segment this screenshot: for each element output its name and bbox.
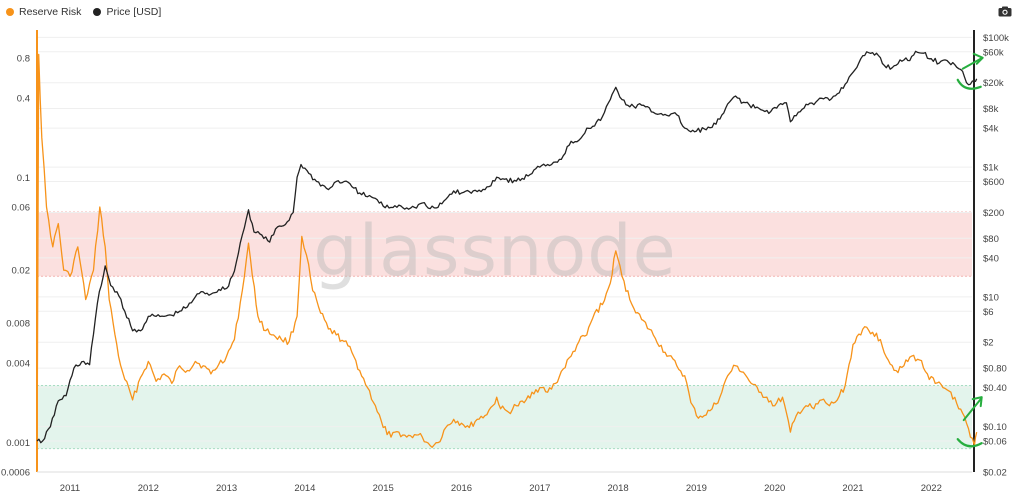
- x-tick-label: 2018: [608, 483, 629, 494]
- left-tick-label: 0.06: [12, 202, 31, 213]
- legend-label-price: Price [USD]: [106, 6, 162, 18]
- left-tick-label: 0.1: [17, 173, 30, 184]
- series-lines: [36, 50, 978, 449]
- right-tick-label: $0.80: [983, 364, 1007, 375]
- x-tick-label: 2021: [842, 483, 863, 494]
- right-tick-label: $20k: [983, 78, 1004, 89]
- left-tick-label: 0.02: [12, 266, 31, 277]
- price-line: [36, 50, 978, 444]
- left-tick-label: 0.001: [6, 438, 30, 449]
- x-tick-label: 2017: [529, 483, 550, 494]
- right-tick-label: $40: [983, 253, 999, 264]
- green-band: [37, 385, 972, 449]
- x-tick-label: 2015: [373, 483, 394, 494]
- legend-item-reserve-risk[interactable]: Reserve Risk: [6, 6, 81, 18]
- x-tick-label: 2011: [60, 483, 80, 494]
- right-tick-label: $0.06: [983, 437, 1007, 448]
- right-tick-label: $4k: [983, 124, 999, 135]
- x-tick-label: 2022: [921, 483, 942, 494]
- right-tick-label: $0.02: [983, 468, 1007, 479]
- right-tick-label: $600: [983, 177, 1004, 188]
- right-tick-label: $0.40: [983, 383, 1007, 394]
- left-tick-label: 0.4: [17, 93, 30, 104]
- right-tick-label: $2: [983, 338, 994, 349]
- right-tick-label: $0.10: [983, 422, 1007, 433]
- right-tick-label: $100k: [983, 33, 1009, 44]
- left-tick-label: 0.008: [6, 318, 30, 329]
- x-tick-label: 2014: [294, 483, 315, 494]
- grid: [37, 36, 972, 473]
- right-tick-label: $80: [983, 234, 999, 245]
- legend-item-price[interactable]: Price [USD]: [93, 6, 161, 18]
- right-tick-label: $8k: [983, 104, 999, 115]
- green-up-arrow-price-head: [972, 52, 984, 65]
- x-tick-label: 2020: [764, 483, 785, 494]
- reserve-risk-dot-icon: [6, 8, 14, 16]
- watermark: glassnode: [313, 210, 676, 292]
- legend: Reserve Risk Price [USD]: [6, 4, 161, 20]
- x-tick-label: 2016: [451, 483, 472, 494]
- price-dot-icon: [93, 8, 102, 16]
- x-tick-label: 2013: [216, 483, 237, 494]
- left-tick-label: 0.8: [17, 53, 30, 64]
- bands: [37, 211, 972, 450]
- right-tick-label: $60k: [983, 47, 1004, 58]
- left-tick-label: 0.004: [6, 358, 30, 369]
- green-up-arrow-risk-head: [971, 396, 983, 408]
- right-tick-label: $6: [983, 307, 994, 318]
- right-tick-label: $10: [983, 292, 999, 303]
- left-tick-label: 0.0006: [1, 468, 30, 479]
- right-tick-label: $200: [983, 208, 1004, 219]
- green-check-risk: [956, 438, 983, 448]
- x-tick-label: 2019: [686, 483, 707, 494]
- annotations: [956, 52, 984, 448]
- legend-label-reserve-risk: Reserve Risk: [19, 6, 82, 18]
- green-check-price: [956, 78, 982, 90]
- green-up-arrow-risk: [962, 398, 982, 422]
- camera-icon[interactable]: [998, 6, 1012, 17]
- reserve-risk-line: [36, 53, 978, 449]
- tick-labels: 0.8 0.4 0.1 0.06 0.02 0.008 0.004 0.001 0.0006 $1…: [1, 33, 1009, 494]
- x-tick-label: 2012: [138, 483, 159, 494]
- red-band: [37, 212, 972, 277]
- right-tick-label: $1k: [983, 163, 999, 174]
- green-up-arrow-price: [961, 57, 982, 70]
